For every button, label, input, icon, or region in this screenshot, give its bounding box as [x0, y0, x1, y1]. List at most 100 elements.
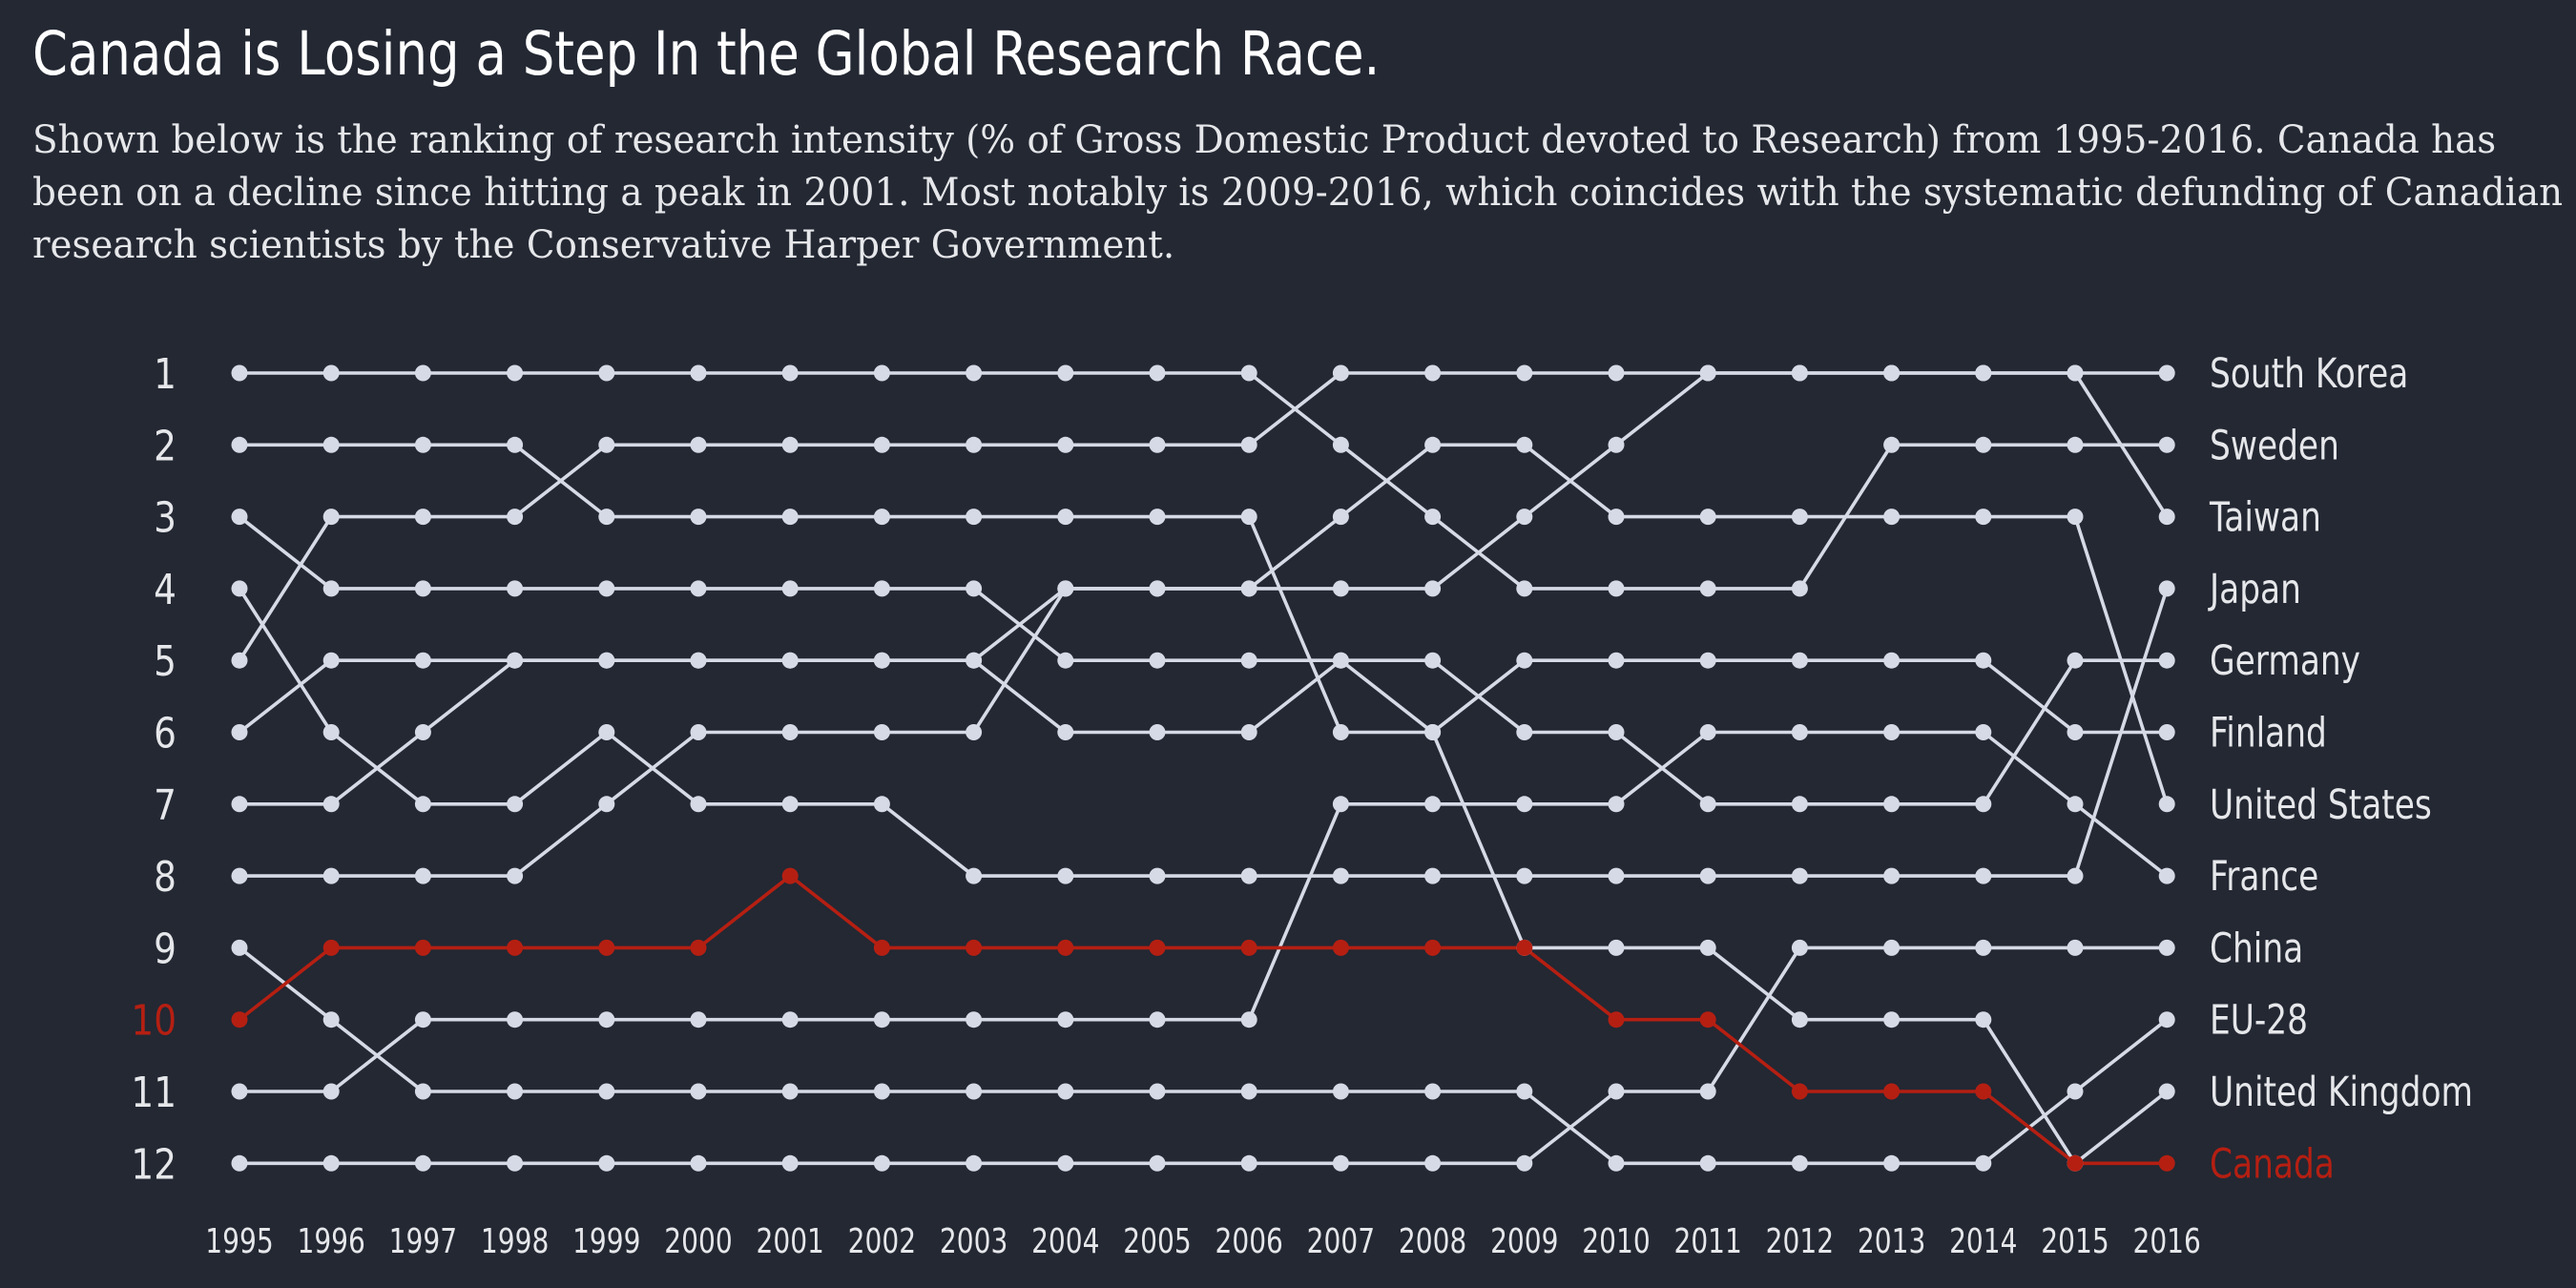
- series-line-taiwan: [238, 371, 2169, 735]
- point-china-2000: [690, 1154, 707, 1172]
- chart-title: Canada is Losing a Step In the Global Re…: [32, 19, 1381, 89]
- point-south-korea-2009: [1516, 364, 1533, 382]
- point-germany-2006: [1240, 724, 1257, 740]
- point-finland-1997: [414, 580, 431, 597]
- series-line-canada: [238, 874, 2169, 1166]
- point-finland-2003: [966, 580, 983, 597]
- point-sweden-1999: [598, 364, 615, 382]
- point-south-korea-2007: [1332, 364, 1349, 382]
- point-france-2015: [2067, 796, 2084, 813]
- point-germany-1997: [414, 724, 431, 740]
- point-france-2007: [1332, 796, 1349, 813]
- point-germany-1996: [322, 796, 340, 813]
- point-germany-2013: [1883, 796, 1901, 813]
- point-south-korea-1998: [507, 509, 524, 526]
- point-taiwan-2009: [1516, 509, 1533, 526]
- point-finland-2013: [1883, 652, 1901, 669]
- y-tick-label-6: 6: [154, 709, 177, 758]
- point-united-kingdom-1999: [598, 509, 615, 526]
- chart-subtitle: Shown below is the ranking of research i…: [32, 118, 2564, 267]
- end-label-france: France: [2210, 853, 2318, 901]
- point-france-2001: [781, 1011, 799, 1028]
- point-germany-2002: [873, 652, 890, 669]
- point-china-1995: [231, 1154, 248, 1172]
- point-south-korea-2006: [1240, 436, 1257, 453]
- point-china-2016: [2158, 939, 2175, 956]
- point-united-states-2007: [1332, 509, 1349, 526]
- point-canada-2016: [2158, 1154, 2175, 1172]
- point-eu-28-2000: [690, 1083, 707, 1100]
- point-japan-1995: [231, 580, 248, 597]
- end-labels: South Korea Sweden Taiwan Japan Germany Finla…: [2207, 350, 2473, 1188]
- point-finland-1999: [598, 580, 615, 597]
- point-taiwan-2015: [2067, 364, 2084, 382]
- point-sweden-2002: [873, 364, 890, 382]
- point-canada-2015: [2067, 1154, 2084, 1172]
- series-line-finland: [238, 514, 2169, 735]
- point-germany-2016: [2158, 652, 2175, 669]
- point-france-1999: [598, 1011, 615, 1028]
- point-united-kingdom-2000: [690, 509, 707, 526]
- series-line-united-kingdom: [238, 443, 2169, 1166]
- point-united-states-2006: [1240, 580, 1257, 597]
- x-tick-label-1997: 1997: [389, 1221, 457, 1261]
- point-finland-2015: [2067, 724, 2084, 740]
- point-japan-2001: [781, 796, 799, 813]
- point-finland-2004: [1057, 652, 1074, 669]
- point-canada-2002: [873, 939, 890, 956]
- x-tick-label-2007: 2007: [1307, 1221, 1375, 1261]
- point-china-2003: [966, 1154, 983, 1172]
- point-france-2002: [873, 1011, 890, 1028]
- point-taiwan-2013: [1883, 364, 1901, 382]
- point-france-1996: [322, 1083, 340, 1100]
- point-united-kingdom-2014: [1975, 1011, 1992, 1028]
- x-tick-label-2005: 2005: [1123, 1221, 1191, 1261]
- point-finland-2014: [1975, 652, 1992, 669]
- point-canada-2012: [1791, 1083, 1808, 1100]
- point-canada-2014: [1975, 1083, 1992, 1100]
- point-japan-2015: [2067, 867, 2084, 884]
- series-line-united-states: [238, 443, 2169, 878]
- point-sweden-2007: [1332, 436, 1349, 453]
- point-united-states-2005: [1149, 580, 1166, 597]
- point-eu-28-2011: [1699, 1154, 1716, 1172]
- point-china-1998: [507, 1154, 524, 1172]
- end-label-taiwan: Taiwan: [2209, 494, 2321, 542]
- point-united-kingdom-1996: [322, 436, 340, 453]
- point-eu-28-1998: [507, 1083, 524, 1100]
- point-united-states-2011: [1699, 509, 1716, 526]
- point-finland-1996: [322, 580, 340, 597]
- point-canada-2006: [1240, 939, 1257, 956]
- end-label-finland: Finland: [2210, 710, 2327, 758]
- point-eu-28-2013: [1883, 1154, 1901, 1172]
- point-sweden-1997: [414, 364, 431, 382]
- point-united-kingdom-1998: [507, 436, 524, 453]
- x-tick-label-2004: 2004: [1031, 1221, 1099, 1261]
- point-sweden-2000: [690, 364, 707, 382]
- point-united-states-2001: [781, 724, 799, 740]
- point-china-2005: [1149, 1154, 1166, 1172]
- point-japan-2002: [873, 796, 890, 813]
- point-china-2010: [1608, 1083, 1625, 1100]
- point-china-2008: [1424, 1154, 1442, 1172]
- point-china-2014: [1975, 939, 1992, 956]
- end-label-eu-28: EU-28: [2210, 997, 2308, 1045]
- point-sweden-1995: [231, 364, 248, 382]
- point-japan-2010: [1608, 867, 1625, 884]
- x-tick-label-2003: 2003: [940, 1221, 1008, 1261]
- point-finland-2006: [1240, 652, 1257, 669]
- point-south-korea-2005: [1149, 436, 1166, 453]
- point-germany-2004: [1057, 724, 1074, 740]
- y-tick-label-10: 10: [131, 996, 177, 1046]
- point-united-kingdom-1997: [414, 436, 431, 453]
- point-japan-1996: [322, 724, 340, 740]
- point-france-2013: [1883, 724, 1901, 740]
- point-japan-2006: [1240, 867, 1257, 884]
- point-taiwan-2007: [1332, 580, 1349, 597]
- point-united-kingdom-2007: [1332, 724, 1349, 740]
- x-tick-label-1996: 1996: [297, 1221, 364, 1261]
- point-germany-2014: [1975, 796, 1992, 813]
- point-eu-28-2012: [1791, 1154, 1808, 1172]
- point-france-2011: [1699, 724, 1716, 740]
